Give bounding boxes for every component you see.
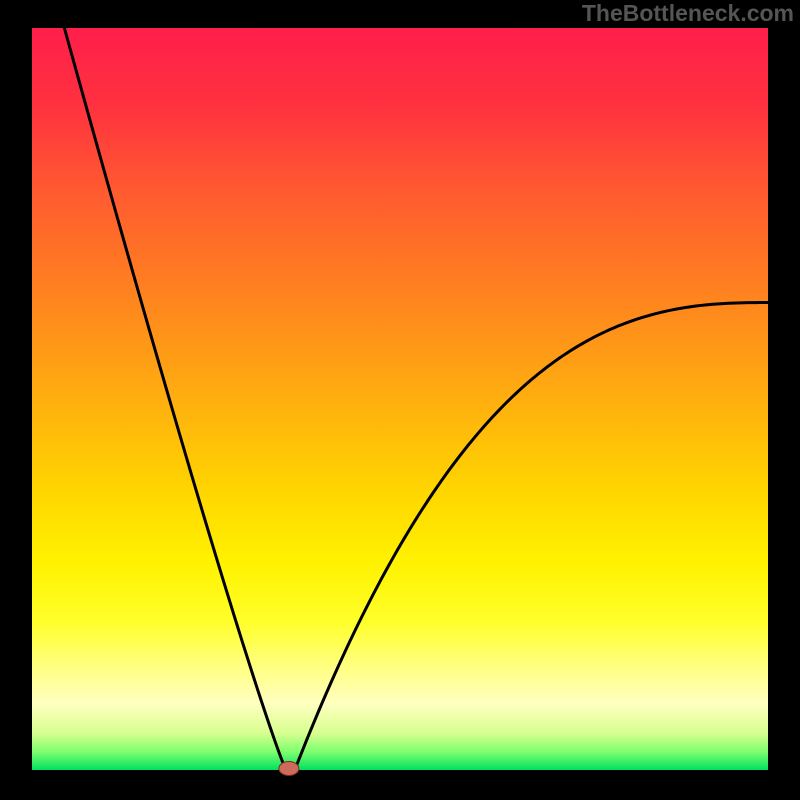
chart-container: TheBottleneck.com xyxy=(0,0,800,800)
plot-background xyxy=(32,28,768,770)
bottleneck-chart xyxy=(0,0,800,800)
minimum-marker xyxy=(279,762,299,776)
watermark-text: TheBottleneck.com xyxy=(582,0,794,27)
